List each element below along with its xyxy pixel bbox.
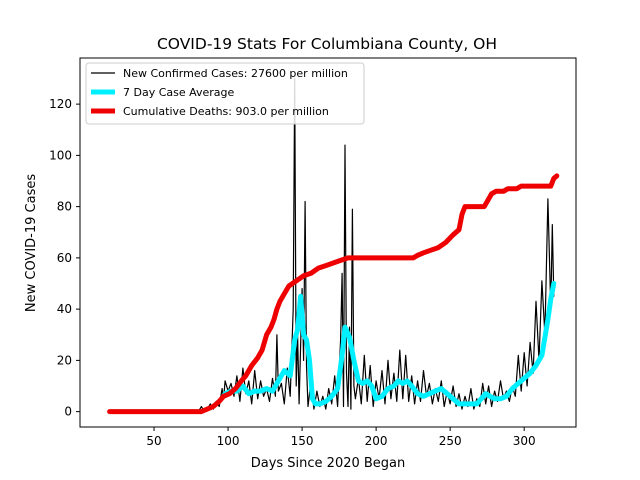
- x-axis-label: Days Since 2020 Began: [251, 456, 406, 471]
- series-line-0: [109, 77, 555, 413]
- legend: New Confirmed Cases: 27600 per million 7…: [85, 62, 365, 125]
- series-line-1: [222, 281, 557, 407]
- x-tick-label: 100: [217, 434, 240, 448]
- y-axis-ticks: 0 20 40 60 80 100 120: [49, 97, 80, 419]
- legend-label-7-day-average: 7 Day Case Average: [123, 86, 235, 99]
- x-tick-label: 50: [146, 434, 161, 448]
- y-tick-label: 0: [64, 405, 72, 419]
- legend-label-new-cases: New Confirmed Cases: 27600 per million: [123, 67, 348, 80]
- y-tick-label: 20: [57, 353, 72, 367]
- y-tick-label: 40: [57, 302, 72, 316]
- x-tick-label: 300: [513, 434, 536, 448]
- x-tick-label: 250: [439, 434, 462, 448]
- y-tick-label: 60: [57, 251, 72, 265]
- x-tick-label: 150: [291, 434, 314, 448]
- legend-label-cumulative-deaths: Cumulative Deaths: 903.0 per million: [123, 105, 329, 118]
- y-tick-label: 120: [49, 97, 72, 111]
- x-tick-label: 200: [365, 434, 388, 448]
- legend-box: [85, 62, 365, 125]
- y-tick-label: 100: [49, 148, 72, 162]
- x-axis-ticks: 50 100 150 200 250 300: [146, 427, 536, 448]
- plot-frame: [79, 57, 577, 428]
- series-layer: [107, 77, 560, 415]
- chart-title: COVID-19 Stats For Columbiana County, OH: [157, 35, 497, 53]
- y-axis-label: New COVID-19 Cases: [24, 174, 39, 312]
- y-tick-label: 80: [57, 200, 72, 214]
- series-line-2: [107, 173, 560, 415]
